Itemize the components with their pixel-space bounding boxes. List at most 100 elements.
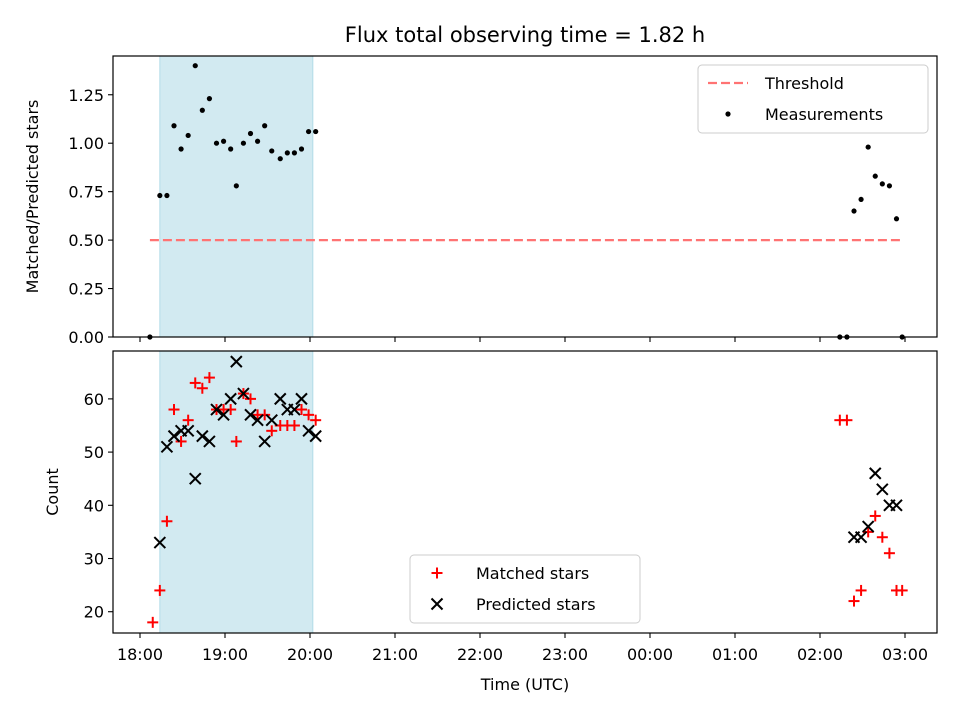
predicted-star-marker [189,472,202,485]
matched-star-marker [147,616,159,628]
predicted-star-marker [217,408,230,422]
predicted-star-marker [890,499,903,512]
matched-star-marker [288,419,300,431]
measurement-point [240,140,247,146]
matched-star-marker [225,404,237,416]
predicted-star-marker [274,392,287,406]
measurement-point [157,192,163,199]
x-tick-label: 21:00 [372,645,418,664]
legend-box [697,64,929,134]
predicted-star-marker [237,387,250,400]
legend-measurements-label: Measurements [765,105,883,124]
measurement-point [277,156,283,162]
matched-star-marker [883,547,895,559]
predicted-star-marker [258,435,271,448]
measurement-point [192,63,198,69]
x-tick-label: 23:00 [542,645,588,664]
measurement-point [291,150,298,156]
measurement-point [233,183,239,189]
measurement-point [269,148,275,154]
matched-star-marker [848,595,860,607]
matched-star-marker [303,409,315,421]
measurement-point [220,138,227,144]
x-tick-label: 18:00 [117,645,163,664]
measurement-point [228,146,234,152]
x-tick-label: 00:00 [627,645,673,664]
measurement-point [879,181,885,187]
y-axis-label: Matched/Predicted stars [23,100,42,294]
legend-matched-label: Matched stars [476,564,589,583]
top-panel-ratio: 0.00 0.25 0.50 0.75 1.00 1.25 Matched/Predicte… [23,55,938,347]
matched-star-marker [296,404,307,416]
matched-star-marker [841,414,853,426]
legend-threshold-label: Threshold [764,74,844,93]
measurement-point [886,183,893,189]
matched-star-marker [161,515,173,527]
legend-measurements-swatch [725,111,731,117]
predicted-star-marker [251,413,264,427]
x-tick-label: 02:00 [797,645,843,664]
measurement-point [305,128,312,135]
y-tick-label: 40 [84,496,104,515]
matched-star-marker [230,435,242,447]
measurement-point [164,192,170,199]
predicted-star-marker [160,440,174,453]
matched-star-marker [310,414,322,426]
predicted-star-marker [302,424,315,438]
legend: Threshold Measurements [697,64,929,134]
measurement-point [313,128,319,135]
matched-star-marker [189,377,201,389]
measurement-point [893,216,900,222]
x-tick-label: 03:00 [882,645,928,664]
y-tick-label: 0.00 [68,328,104,347]
predicted-star-marker [210,403,223,416]
matched-star-marker [266,425,278,437]
measurement-point [872,173,878,179]
y-tick-label: 0.50 [68,231,104,250]
legend-box [409,554,641,624]
shaded-region [159,350,314,634]
legend-predicted-label: Predicted stars [476,595,596,614]
matched-star-marker [168,404,180,416]
predicted-star-marker [203,435,216,448]
predicted-star-marker [153,536,167,549]
measurement-point [851,208,857,214]
measurement-point [262,123,268,129]
y-tick-label: 60 [84,390,104,409]
y-tick-label: 0.75 [68,183,104,202]
measurement-point [199,107,205,113]
matched-star-marker [855,584,867,596]
y-tick-label: 1.00 [68,134,104,153]
matched-star-marker [862,526,874,538]
predicted-star-marker [196,429,209,443]
x-tick-label: 20:00 [287,645,333,664]
measurement-point [858,196,864,203]
x-tick-label: 19:00 [202,645,248,664]
y-tick-label: 1.25 [68,86,104,105]
predicted-star-marker [167,429,181,443]
predicted-star-marker [876,483,889,496]
matched-star-marker [203,372,215,384]
measurement-point [178,146,184,152]
bottom-panel-counts: 20 30 40 50 60 18:00 19:00 20:00 21:00 22:00 23:00… [43,350,938,694]
matched-star-marker [182,414,194,426]
predicted-star-marker [181,424,195,438]
predicted-star-marker [295,392,308,406]
measurement-point [284,150,290,156]
measurement-point [213,140,220,146]
y-axis-label: Count [43,468,62,516]
x-tick-label: 22:00 [457,645,503,664]
shaded-region [159,55,314,338]
matched-star-marker [175,435,187,447]
measurement-point [298,146,305,152]
predicted-star-marker [224,392,237,406]
matched-star-marker [259,409,271,421]
measurement-point [865,144,871,150]
y-tick-label: 20 [84,603,104,622]
legend: Matched stars Predicted stars [409,554,641,624]
matched-star-marker [876,531,888,543]
predicted-star-marker [230,355,243,368]
axes-frame [112,350,938,634]
predicted-star-marker [309,429,322,443]
